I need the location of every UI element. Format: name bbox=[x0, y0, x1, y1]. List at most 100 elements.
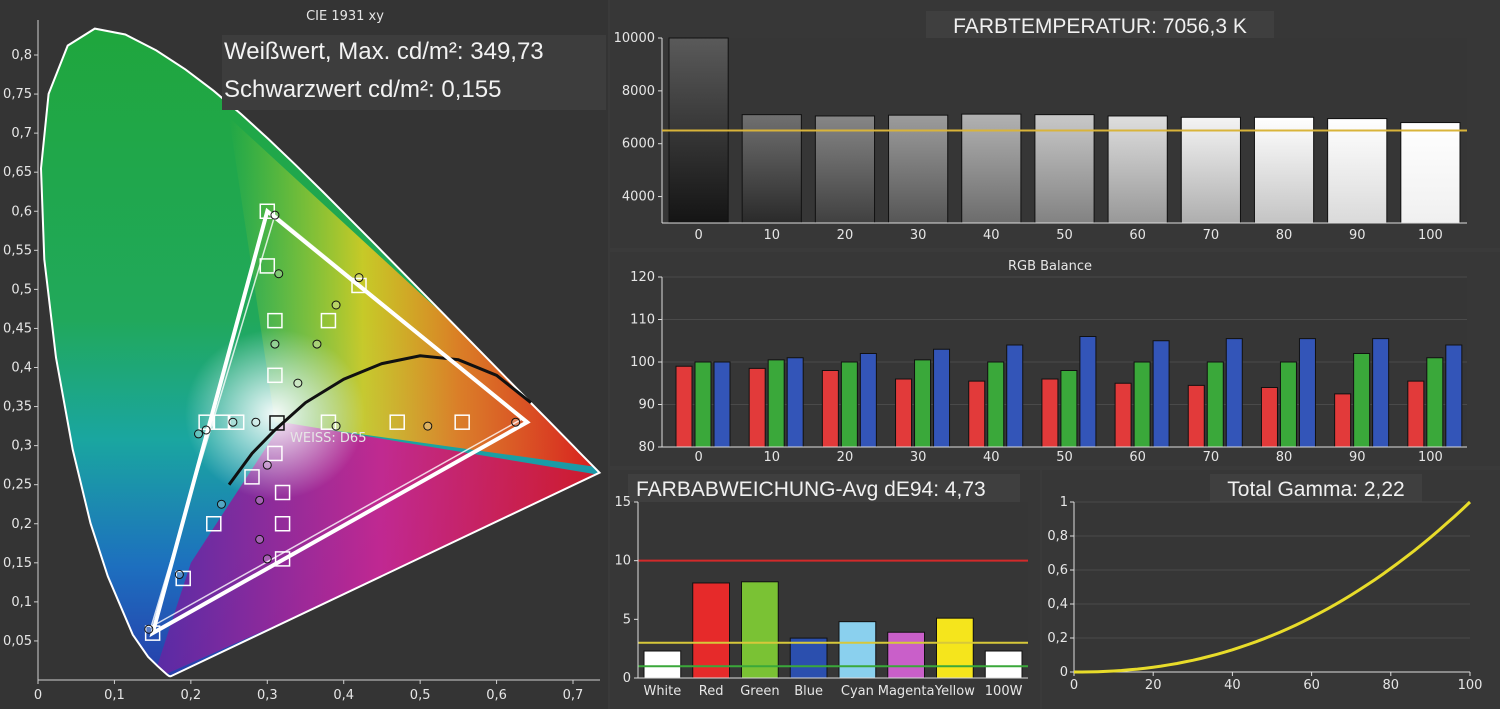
measured-point bbox=[354, 273, 364, 283]
de-x-tick-label: Magenta bbox=[878, 684, 935, 699]
target-square bbox=[228, 414, 245, 430]
cie-overlay bbox=[144, 203, 532, 641]
cie-y-tick-label: 0,75 bbox=[3, 87, 32, 102]
ct-x-tick-label: 80 bbox=[1276, 228, 1293, 243]
rgb-bar bbox=[895, 378, 913, 448]
rgb-x-tick-label: 50 bbox=[1056, 450, 1073, 465]
measured-point bbox=[270, 210, 280, 220]
target-square bbox=[454, 414, 470, 430]
de-x-tick-label: White bbox=[643, 684, 681, 699]
whitepoint-label: WEISS: D65 bbox=[290, 431, 366, 446]
gamma-y-tick-label: 1 bbox=[1060, 495, 1068, 510]
ct-x-tick-label: 60 bbox=[1129, 228, 1146, 243]
rgb-x-tick-label: 70 bbox=[1203, 450, 1220, 465]
rgb-x-tick-label: 40 bbox=[983, 450, 1000, 465]
target-square bbox=[267, 367, 283, 384]
rgb-bar bbox=[694, 361, 712, 448]
de-x-tick-label: Cyan bbox=[841, 684, 874, 699]
ct-bar bbox=[814, 115, 876, 224]
measured-point bbox=[174, 570, 184, 580]
measured-point bbox=[144, 624, 154, 634]
measured-point bbox=[511, 417, 521, 427]
cie-y-tick-label: 0,3 bbox=[11, 439, 32, 454]
ct-y-tick-label: 4000 bbox=[622, 190, 655, 205]
rgb-bar bbox=[1372, 338, 1390, 448]
gamma-chart: Total Gamma: 2,22 0 0,2 0,4 0,6 0,8 1 0 20 40 60 8… bbox=[1047, 474, 1482, 693]
measured-point bbox=[331, 421, 341, 431]
rgb-bar bbox=[786, 357, 804, 448]
target-gamut-triangle bbox=[149, 207, 531, 638]
rgb-x-tick-label: 100 bbox=[1418, 450, 1443, 465]
cie-y-tick-label: 0,6 bbox=[11, 204, 32, 219]
ct-bar bbox=[961, 113, 1022, 224]
rgb-bar bbox=[1279, 361, 1297, 448]
rgb-x-tick-label: 0 bbox=[694, 450, 702, 465]
measured-point bbox=[312, 339, 322, 349]
ct-title: FARBTEMPERATUR: 7056,3 K bbox=[953, 15, 1247, 38]
cie-x-tick-label: 0 bbox=[34, 688, 42, 703]
rgb-bar bbox=[968, 380, 986, 448]
ct-x-tick-label: 70 bbox=[1203, 228, 1220, 243]
de-bar bbox=[643, 650, 682, 679]
rgb-bar bbox=[987, 361, 1005, 448]
rgb-bar bbox=[748, 367, 766, 448]
gamma-x-tick-label: 0 bbox=[1070, 678, 1078, 693]
rgb-bar bbox=[1060, 370, 1078, 448]
ct-y-tick-label: 10000 bbox=[614, 31, 655, 46]
rgb-bar bbox=[1206, 361, 1224, 448]
rgb-bar bbox=[1334, 393, 1352, 448]
gamma-x-tick-label: 40 bbox=[1224, 678, 1241, 693]
rgb-bar bbox=[914, 359, 932, 448]
rgb-bar bbox=[767, 359, 785, 448]
ct-x-tick-label: 30 bbox=[910, 228, 927, 243]
rgb-bar bbox=[713, 361, 731, 448]
measured-point bbox=[331, 300, 341, 310]
cie-y-tick-label: 0,15 bbox=[3, 556, 32, 571]
gamma-y-tick-label: 0,8 bbox=[1047, 529, 1068, 544]
target-square bbox=[389, 414, 405, 430]
rgb-bar bbox=[1006, 344, 1024, 448]
cie-y-tick-label: 0,7 bbox=[11, 126, 32, 141]
target-square bbox=[274, 516, 291, 532]
rgb-bar bbox=[859, 353, 877, 448]
ct-bar bbox=[1107, 115, 1168, 224]
rgb-bar bbox=[821, 370, 839, 448]
gamma-x-tick-label: 80 bbox=[1383, 678, 1400, 693]
target-square bbox=[274, 484, 291, 501]
cie-y-tick-label: 0,8 bbox=[11, 48, 32, 63]
ct-x-tick-label: 0 bbox=[694, 228, 702, 243]
gamma-y-tick-label: 0,2 bbox=[1047, 631, 1068, 646]
rgb-bar bbox=[1407, 380, 1425, 448]
rgb-bar bbox=[675, 365, 693, 448]
measured-point bbox=[255, 534, 265, 544]
rgb-bar bbox=[1225, 338, 1243, 448]
de-x-tick-label: Red bbox=[699, 684, 724, 699]
gamma-x-tick-label: 60 bbox=[1303, 678, 1320, 693]
cie-title: CIE 1931 xy bbox=[306, 9, 384, 24]
cie-y-tick-label: 0,5 bbox=[11, 282, 32, 297]
de-y-tick-label: 0 bbox=[623, 671, 631, 686]
delta-e-chart: FARBABWEICHUNG-Avg dE94: 4,73 0 5 10 15 Whit… bbox=[614, 474, 1028, 699]
cie-x-tick-label: 0,4 bbox=[333, 688, 354, 703]
de-y-tick-label: 15 bbox=[614, 495, 631, 510]
rgb-title: RGB Balance bbox=[1008, 259, 1092, 274]
ct-bar bbox=[1253, 116, 1315, 224]
rgb-balance-chart: RGB Balance 80 90 100 110 120 0 10 20 30 40 50 60 70… bbox=[630, 259, 1467, 465]
cie-y-tick-label: 0,55 bbox=[3, 243, 32, 258]
ct-x-tick-label: 100 bbox=[1418, 228, 1443, 243]
rgb-y-tick-label: 110 bbox=[630, 313, 655, 328]
cie-x-tick-label: 0,5 bbox=[410, 688, 431, 703]
rgb-bar bbox=[933, 348, 951, 448]
cie-y-tick-label: 0,65 bbox=[3, 165, 32, 180]
rgb-bar bbox=[1079, 336, 1097, 448]
spectral-locus bbox=[39, 27, 602, 678]
ct-bar bbox=[1400, 122, 1461, 224]
rgb-bar bbox=[1298, 338, 1316, 448]
gamma-plot-area bbox=[1074, 502, 1470, 672]
rgb-x-tick-label: 10 bbox=[763, 450, 780, 465]
de-x-tick-label: 100W bbox=[985, 684, 1023, 699]
de-bar bbox=[741, 581, 779, 679]
de-bar bbox=[936, 617, 974, 679]
delta-e-panel: FARBABWEICHUNG-Avg dE94: 4,73 0 5 10 15 Whit… bbox=[610, 470, 1040, 709]
rgb-balance-panel: RGB Balance 80 90 100 110 120 0 10 20 30 40 50 60 70… bbox=[610, 252, 1500, 466]
